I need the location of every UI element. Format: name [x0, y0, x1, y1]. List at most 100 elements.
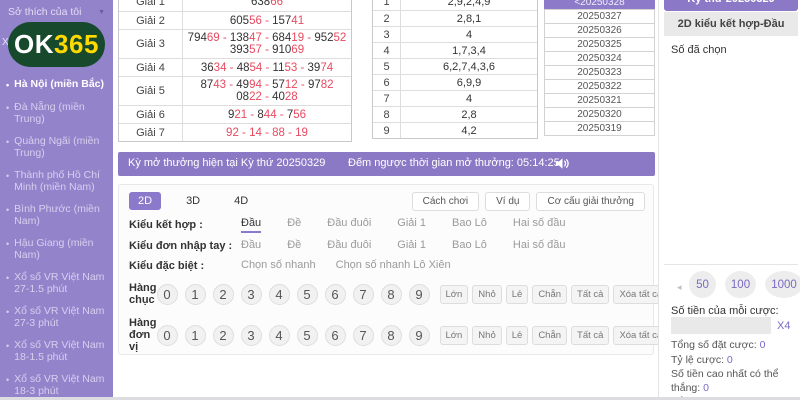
bet-type-option[interactable]: Chọn số nhanh Lô Xiên: [335, 259, 451, 271]
digit-summary-row: 5 6,2,7,4,3,6: [373, 58, 537, 74]
period-item[interactable]: 20250324: [544, 51, 655, 66]
help-button[interactable]: Cách chơi: [411, 192, 480, 211]
digit-ball[interactable]: 0: [156, 324, 178, 346]
amount-chip[interactable]: 50: [689, 271, 716, 298]
sidebar-item[interactable]: • Hà Nội (miền Bắc): [6, 78, 107, 92]
sidebar-item[interactable]: • Xổ số VR Việt Nam 27-3 phút: [6, 305, 107, 330]
sidebar-item[interactable]: • Xổ số VR Việt Nam 18-1.5 phút: [6, 339, 107, 364]
filter-button[interactable]: Lẻ: [505, 284, 529, 304]
bet-type-option[interactable]: Đầu: [241, 217, 262, 233]
period-item[interactable]: 20250321: [544, 93, 655, 108]
manual-type-row: Kiểu đơn nhập tay : Đầu Đề Đầu đuôi Giải 1 B…: [119, 236, 653, 256]
sidebar-item[interactable]: • Thành phố Hồ Chí Minh (miền Nam): [6, 169, 107, 194]
period-item[interactable]: 20250327: [544, 9, 655, 24]
number-tail: 53: [284, 61, 298, 74]
filter-button[interactable]: Lẻ: [505, 325, 529, 345]
digit-ball[interactable]: 0: [156, 283, 178, 305]
bet-type-option[interactable]: Đầu đuôi: [327, 217, 372, 229]
prize-number-line: 63866: [251, 0, 283, 8]
digit-ball[interactable]: 1: [184, 324, 206, 346]
number-head: 87: [200, 79, 214, 91]
bullet-icon: •: [6, 340, 10, 351]
number-separator: -: [297, 61, 308, 74]
digit-ball[interactable]: 5: [296, 283, 318, 305]
period-item[interactable]: 20250326: [544, 23, 655, 38]
bet-type-option[interactable]: Đề: [287, 239, 302, 251]
sidebar-item[interactable]: • Xổ số VR Việt Nam 27-1.5 phút: [6, 271, 107, 296]
sidebar-item-label: Xổ số VR Việt Nam 27-1.5 phút: [14, 270, 105, 296]
bet-type-option[interactable]: Hai số đầu: [512, 217, 566, 229]
digit-ball[interactable]: 7: [352, 283, 374, 305]
chip-scroll-left-icon[interactable]: ◂: [677, 282, 682, 292]
bet-amount-input[interactable]: [671, 317, 771, 334]
digit-ball[interactable]: 6: [324, 324, 346, 346]
digit-ball[interactable]: 1: [184, 283, 206, 305]
ok365-logo[interactable]: OK 365: [8, 22, 105, 67]
number-tail: 69: [291, 44, 305, 56]
period-item[interactable]: 20250319: [544, 121, 655, 136]
filter-button[interactable]: Lớn: [439, 325, 469, 345]
tab-4d[interactable]: 4D: [234, 195, 249, 207]
bet-type-option[interactable]: Đầu: [241, 239, 262, 251]
bet-stat-label: Tổng số đặt cược:: [671, 339, 760, 351]
filter-button[interactable]: Nhỏ: [472, 325, 502, 345]
filter-button[interactable]: Nhỏ: [472, 284, 502, 304]
sidebar-favorites-header[interactable]: Sở thích của tôi ▼: [0, 0, 113, 22]
filter-button[interactable]: Tất cả: [571, 284, 610, 304]
sidebar-item[interactable]: • Quảng Ngãi (miền Trung): [6, 135, 107, 160]
period-item[interactable]: 20250323: [544, 65, 655, 80]
bet-stat: Tổng số đặt cược: 0: [671, 339, 797, 353]
sidebar-item-label: Hậu Giang (miền Nam): [14, 236, 94, 262]
digit-row-label: 2: [373, 11, 401, 26]
bet-panel: 2D 3D 4D Cách chơi Ví dụ Cơ cấu giải thưởng …: [118, 184, 669, 358]
digit-ball[interactable]: 8: [380, 324, 402, 346]
bet-type-option[interactable]: Đầu đuôi: [327, 239, 372, 251]
digit-ball[interactable]: 4: [268, 283, 290, 305]
period-item[interactable]: 20250320: [544, 107, 655, 122]
speaker-icon[interactable]: [555, 156, 570, 174]
digit-row-label: 5: [373, 59, 401, 74]
period-item[interactable]: 20250322: [544, 79, 655, 94]
digit-ball[interactable]: 3: [240, 324, 262, 346]
amount-chip[interactable]: 1000: [765, 271, 800, 298]
amount-chip[interactable]: 100: [725, 271, 756, 298]
sidebar-item[interactable]: • Đà Nẵng (miền Trung): [6, 101, 107, 126]
bet-type-option[interactable]: Bao Lô: [452, 217, 487, 229]
bet-type-option[interactable]: Chọn số nhanh: [241, 259, 316, 271]
digit-ball[interactable]: 8: [380, 283, 402, 305]
tab-3d[interactable]: 3D: [186, 195, 201, 207]
filter-button[interactable]: Tất cả: [571, 325, 610, 345]
number-tail: 52: [333, 32, 347, 44]
tab-2d[interactable]: 2D: [129, 192, 162, 210]
bet-type-option[interactable]: Đề: [287, 217, 302, 229]
period-item[interactable]: 20250325: [544, 37, 655, 52]
filter-button[interactable]: Lớn: [439, 284, 469, 304]
digit-ball[interactable]: 4: [268, 324, 290, 346]
digit-ball[interactable]: 2: [212, 324, 234, 346]
sidebar-item[interactable]: • Hậu Giang (miền Nam): [6, 237, 107, 262]
digit-ball[interactable]: 9: [408, 283, 430, 305]
digit-ball[interactable]: 2: [212, 283, 234, 305]
filter-button[interactable]: Chẵn: [532, 284, 568, 304]
digit-ball[interactable]: 6: [324, 283, 346, 305]
bet-type-option[interactable]: Bao Lô: [452, 239, 487, 251]
sidebar-item[interactable]: • Bình Phước (miền Nam): [6, 203, 107, 228]
prize-numbers: 79469 - 13847 - 68419 - 95252 39357 - 910…: [183, 30, 351, 58]
result-row: Giải 3 79469 - 13847 - 68419 - 95252 39357…: [119, 29, 351, 58]
digit-ball[interactable]: 9: [408, 324, 430, 346]
bet-type-option[interactable]: Hai số đầu: [512, 239, 566, 251]
digit-ball[interactable]: 5: [296, 324, 318, 346]
sidebar-item[interactable]: • Xổ số VR Việt Nam 18-3 phút: [6, 373, 107, 398]
chosen-numbers-label: Số đã chọn: [671, 44, 727, 56]
number-pick-rows: Hàng chục 0 1 2 3 4 5 6 7 8 9 Lớn Nhỏ Lẻ Chẵn Tất cả Xóa…: [119, 276, 669, 358]
help-button[interactable]: Cơ cấu giải thưởng: [536, 192, 645, 211]
filter-button[interactable]: Chẵn: [532, 325, 568, 345]
bet-type-option[interactable]: Giải 1: [397, 239, 427, 251]
number-head: 08: [236, 91, 250, 103]
number-separator: -: [261, 126, 273, 139]
bet-type-option[interactable]: Giải 1: [397, 217, 427, 229]
bullet-icon: •: [6, 170, 10, 181]
digit-ball[interactable]: 7: [352, 324, 374, 346]
help-button[interactable]: Ví dụ: [485, 192, 531, 211]
digit-ball[interactable]: 3: [240, 283, 262, 305]
